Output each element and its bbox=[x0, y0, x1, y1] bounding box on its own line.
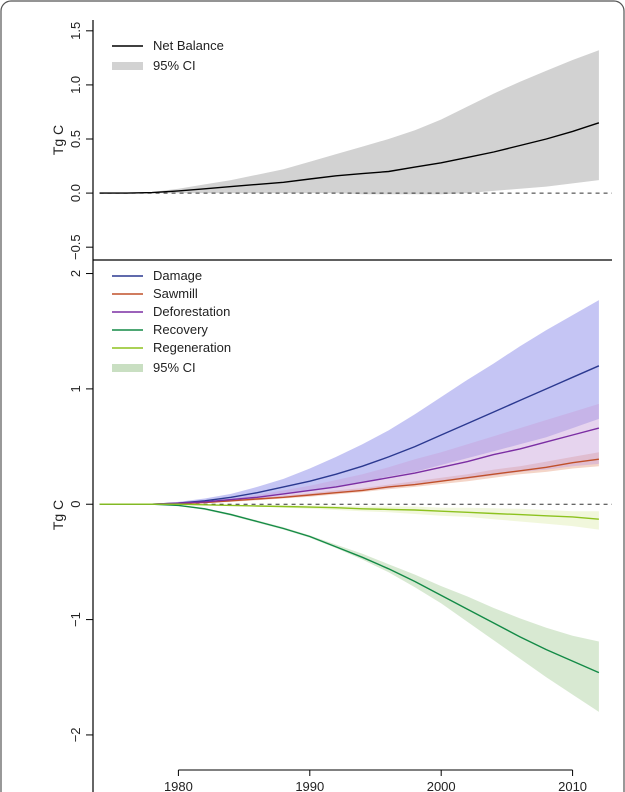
y-axis-ticks: −0.5 0.0 0.5 1.0 1.5 bbox=[68, 22, 93, 260]
legend-ci-label: 95% CI bbox=[153, 360, 196, 375]
legend-ci-label: 95% CI bbox=[153, 58, 196, 73]
legend: Damage Sawmill Deforestation Recovery Regene… bbox=[112, 268, 231, 355]
regeneration-ci-band bbox=[99, 504, 599, 530]
legend-net-balance-label: Net Balance bbox=[153, 38, 224, 53]
y-axis-ticks: −2 −1 0 1 2 bbox=[68, 270, 93, 742]
y-tick-label: 1 bbox=[68, 385, 83, 392]
net-balance-panel: −0.5 0.0 0.5 1.0 1.5 Tg C Net Balance 95% CI bbox=[50, 20, 612, 792]
net-balance-line bbox=[99, 122, 600, 194]
y-tick-label: −1 bbox=[68, 612, 83, 627]
legend-deforestation-label: Deforestation bbox=[153, 304, 230, 319]
y-axis-label: Tg C bbox=[50, 500, 66, 530]
series-lines bbox=[99, 365, 600, 674]
y-tick-label: 1.5 bbox=[68, 22, 83, 40]
series-lines bbox=[99, 122, 600, 194]
x-axis-ticks: 1980 1990 2000 2010 bbox=[164, 769, 587, 792]
recovery-line bbox=[99, 503, 600, 674]
y-tick-label: 0 bbox=[68, 501, 83, 508]
x-tick-label: 2010 bbox=[558, 779, 587, 792]
y-tick-label: 1.0 bbox=[68, 76, 83, 94]
deforestation-line bbox=[99, 427, 600, 505]
legend-ci-swatch bbox=[112, 62, 143, 70]
legend-sawmill-label: Sawmill bbox=[153, 286, 198, 301]
regeneration-line bbox=[99, 503, 599, 520]
x-tick-label: 2000 bbox=[427, 779, 456, 792]
y-tick-label: −2 bbox=[68, 727, 83, 742]
y-tick-label: 2 bbox=[68, 270, 83, 277]
y-tick-label: 0.5 bbox=[68, 130, 83, 148]
y-axis-label: Tg C bbox=[50, 125, 66, 155]
y-tick-label: −0.5 bbox=[68, 234, 83, 260]
ci-layer bbox=[99, 50, 599, 195]
legend-recovery-label: Recovery bbox=[153, 322, 208, 337]
y-tick-label: 0.0 bbox=[68, 184, 83, 202]
legend-damage-label: Damage bbox=[153, 268, 202, 283]
x-tick-label: 1990 bbox=[295, 779, 324, 792]
legend-ci-swatch bbox=[112, 364, 143, 372]
net-balance-ci-band bbox=[99, 50, 599, 195]
x-tick-label: 1980 bbox=[164, 779, 193, 792]
legend-regeneration-label: Regeneration bbox=[153, 340, 231, 355]
components-panel: −2 −1 0 1 2 1980 1990 2000 2010 Tg C Damage Sawm… bbox=[50, 268, 612, 792]
damage-ci-band bbox=[99, 300, 599, 505]
legend-ci-entry: 95% CI bbox=[112, 360, 196, 375]
legend: Net Balance 95% CI bbox=[112, 38, 224, 73]
